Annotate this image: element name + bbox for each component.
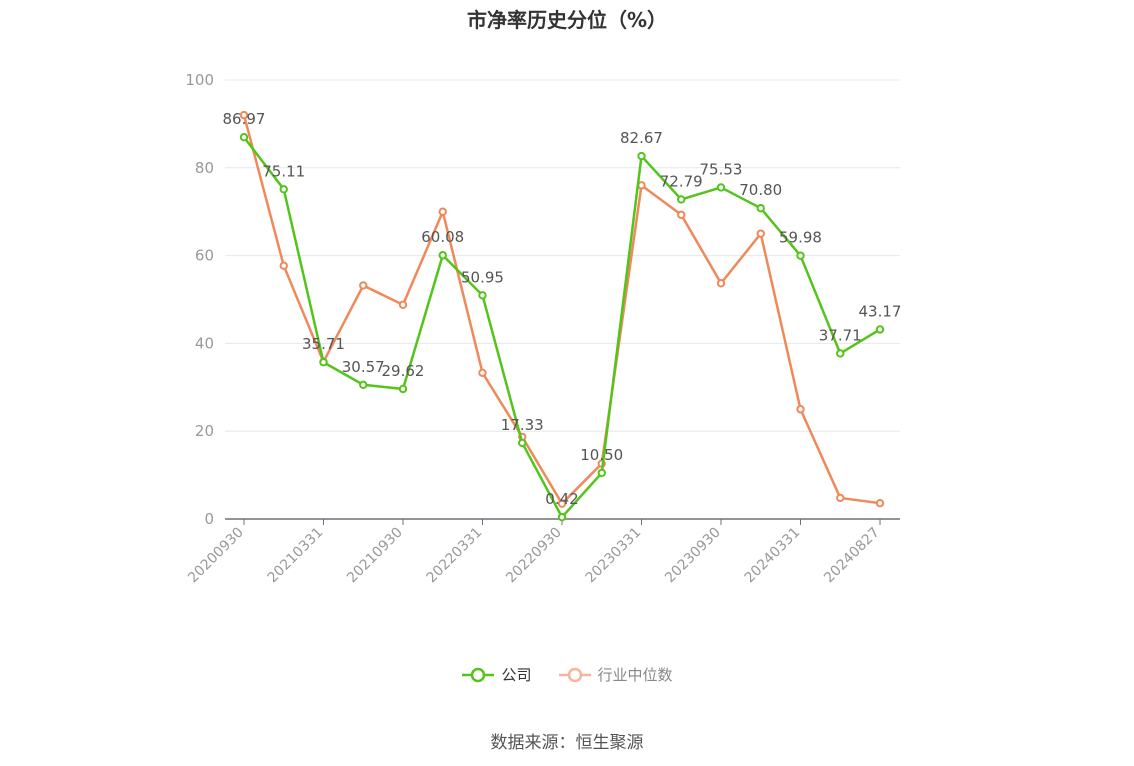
data-label: 0.42 xyxy=(545,490,578,508)
data-label: 10.50 xyxy=(580,446,623,464)
data-point-company xyxy=(836,349,845,358)
data-point-industry xyxy=(398,300,408,309)
grid-lines xyxy=(225,79,900,432)
series-lines xyxy=(239,110,885,522)
data-point-industry xyxy=(796,405,805,414)
legend-item-company[interactable]: 公司 xyxy=(461,664,532,685)
data-point-company xyxy=(597,468,606,478)
data-point-company xyxy=(677,195,686,204)
data-source: 数据来源：恒生聚源 xyxy=(490,733,644,753)
x-tick-label: 20200930 xyxy=(185,525,247,587)
y-tick-label: 80 xyxy=(195,159,214,177)
x-tick-label: 20210930 xyxy=(344,525,406,587)
data-point-industry xyxy=(478,368,487,378)
x-tick-label: 20210331 xyxy=(265,525,327,587)
legend-company-marker-icon xyxy=(462,667,495,682)
data-label: 43.17 xyxy=(859,302,902,320)
data-point-company xyxy=(319,358,328,367)
data-point-company xyxy=(796,251,805,260)
y-tick-label: 100 xyxy=(185,71,214,89)
data-point-company xyxy=(557,512,567,522)
data-label: 75.53 xyxy=(700,160,743,178)
data-label: 86.97 xyxy=(223,110,266,128)
data-label: 35.71 xyxy=(302,335,345,353)
series-line-company xyxy=(243,136,881,519)
data-label: 72.79 xyxy=(660,172,703,190)
data-point-company xyxy=(637,151,646,161)
axes: 0 20 40 60 80 100 20200930 20210331 20210930 2022… xyxy=(185,71,900,586)
data-label: 29.62 xyxy=(382,362,425,380)
data-label: 75.11 xyxy=(262,162,305,180)
data-label: 70.80 xyxy=(739,181,782,199)
data-point-industry xyxy=(716,279,726,288)
data-point-company xyxy=(279,185,288,194)
x-tick-label: 20220930 xyxy=(503,525,565,587)
data-point-industry xyxy=(438,207,447,216)
y-tick-label: 20 xyxy=(195,422,214,440)
legend-item-industry[interactable]: 行业中位数 xyxy=(558,664,673,685)
data-label: 59.98 xyxy=(779,229,822,247)
data-point-company xyxy=(398,384,408,394)
data-label: 82.67 xyxy=(620,129,663,147)
series-line-industry xyxy=(242,114,881,505)
x-tick-label: 20220331 xyxy=(424,525,486,587)
data-point-industry xyxy=(756,229,765,238)
chart-title: 市净率历史分位（%） xyxy=(466,8,668,32)
data-label: 50.95 xyxy=(461,268,504,286)
data-label: 37.71 xyxy=(819,326,862,344)
data-point-company xyxy=(438,251,447,260)
legend-industry-label: 行业中位数 xyxy=(597,666,673,684)
data-point-company xyxy=(478,291,487,300)
data-point-industry xyxy=(279,261,288,270)
legend: 公司 行业中位数 xyxy=(0,664,1134,685)
data-label: 17.33 xyxy=(501,416,544,434)
y-tick-label: 40 xyxy=(195,334,214,352)
data-point-company xyxy=(875,325,885,334)
legend-company-label: 公司 xyxy=(501,666,532,684)
x-tick-label: 20230930 xyxy=(662,525,724,587)
data-point-industry xyxy=(875,498,885,508)
data-point-company xyxy=(518,438,527,448)
data-point-industry xyxy=(677,210,686,219)
x-tick-label: 20230331 xyxy=(583,525,645,587)
line-chart: 0 20 40 60 80 100 20200930 20210331 20210930 2022… xyxy=(185,71,902,586)
data-point-company xyxy=(239,133,249,142)
y-tick-label: 60 xyxy=(195,247,214,265)
data-point-industry xyxy=(836,493,845,503)
data-label: 30.57 xyxy=(342,358,385,376)
x-tick-label: 20240331 xyxy=(742,525,804,587)
data-point-industry xyxy=(359,281,368,290)
data-label: 60.08 xyxy=(421,228,464,246)
x-tick-label: 20240827 xyxy=(821,525,883,587)
data-point-company xyxy=(359,380,368,389)
data-point-company xyxy=(756,203,765,213)
y-tick-label: 0 xyxy=(204,510,214,528)
data-point-industry xyxy=(557,499,567,508)
legend-industry-marker-icon xyxy=(558,667,591,682)
data-point-industry xyxy=(239,110,249,120)
data-point-company xyxy=(716,183,726,192)
